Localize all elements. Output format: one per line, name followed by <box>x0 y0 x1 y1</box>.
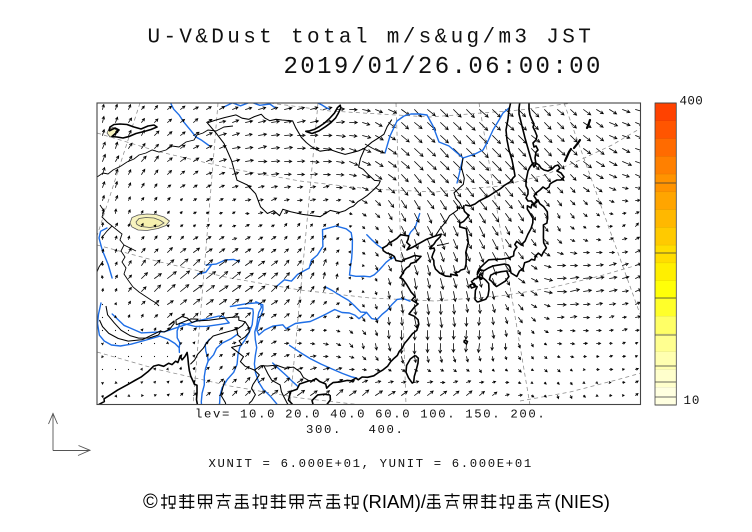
svg-text:300.: 300. <box>306 423 342 437</box>
svg-text:400.: 400. <box>369 423 405 437</box>
svg-text:lev= 10.0 20.0 40.0 60.0 100.: lev= 10.0 20.0 40.0 60.0 100. 150. 200. <box>195 408 546 422</box>
svg-text:U-V&Dust total m/s&ug/m3 JST: U-V&Dust total m/s&ug/m3 JST <box>148 26 595 49</box>
svg-text:10: 10 <box>684 394 701 408</box>
svg-text:(RIAM)/: (RIAM)/ <box>362 491 427 512</box>
svg-text:XUNIT = 6.000E+01, YUNIT = 6.0: XUNIT = 6.000E+01, YUNIT = 6.000E+01 <box>209 457 533 471</box>
svg-text:©: © <box>143 491 158 513</box>
svg-text:(NIES): (NIES) <box>554 491 610 512</box>
svg-text:2019/01/26.06:00:00: 2019/01/26.06:00:00 <box>284 54 603 81</box>
svg-text:400: 400 <box>680 95 704 109</box>
